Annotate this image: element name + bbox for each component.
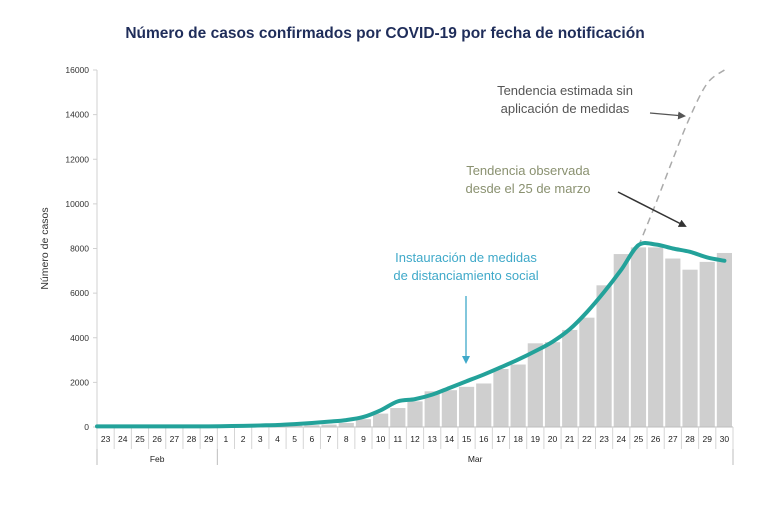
x-tick-label: 14: [445, 434, 455, 444]
x-tick-label: 25: [634, 434, 644, 444]
bar: [544, 342, 561, 427]
estimated-trend-arrow: [649, 111, 686, 120]
bar: [510, 364, 526, 427]
x-tick-label: 29: [204, 434, 214, 444]
x-tick-label: 1: [224, 434, 229, 444]
bar: [355, 419, 372, 427]
annotation-estimated-trend: Tendencia estimada sin aplicación de medi…: [497, 83, 633, 116]
x-tick-label: 24: [617, 434, 627, 444]
y-tick-label: 14000: [65, 110, 89, 120]
x-tick-label: 28: [685, 434, 695, 444]
x-tick-label: 2: [241, 434, 246, 444]
x-tick-label: 3: [258, 434, 263, 444]
x-tick-label: 13: [427, 434, 437, 444]
x-tick-label: 26: [651, 434, 661, 444]
observed-trend-line: [95, 240, 727, 429]
bar: [476, 383, 492, 427]
bar: [338, 422, 354, 427]
x-tick-label: 23: [101, 434, 111, 444]
x-tick-label: 8: [344, 434, 349, 444]
x-tick-label: 19: [531, 434, 541, 444]
month-label: Mar: [468, 454, 483, 464]
bar: [424, 391, 440, 427]
bar: [682, 269, 698, 427]
y-tick-label: 12000: [65, 154, 89, 164]
estimated-trend-line: [637, 69, 725, 247]
y-tick-label: 16000: [65, 65, 89, 75]
bar: [407, 401, 423, 427]
bar: [390, 408, 406, 427]
bar: [373, 413, 389, 427]
y-tick-label: 2000: [70, 377, 89, 387]
bar: [613, 254, 629, 427]
x-tick-label: 5: [292, 434, 297, 444]
bar: [493, 368, 509, 427]
annotation-distancing-measures: Instauración de medidas de distanciamient…: [393, 250, 538, 283]
x-tick-label: 26: [152, 434, 162, 444]
x-tick-label: 27: [668, 434, 678, 444]
y-tick-label: 4000: [70, 333, 89, 343]
x-tick-label: 22: [582, 434, 592, 444]
y-axis-label: Número de casos: [39, 207, 51, 289]
y-tick-label: 10000: [65, 199, 89, 209]
x-tick-label: 29: [702, 434, 712, 444]
x-tick-label: 18: [513, 434, 523, 444]
annotation-observed-trend: Tendencia observada desde el 25 de marzo: [465, 163, 590, 196]
x-tick-label: 30: [720, 434, 730, 444]
bar: [562, 329, 578, 427]
bar: [321, 424, 337, 427]
month-label: Feb: [150, 454, 165, 464]
chart-title: Número de casos confirmados por COVID-19…: [125, 25, 645, 42]
x-tick-label: 21: [565, 434, 575, 444]
bar: [630, 247, 647, 427]
bar: [458, 386, 475, 427]
x-tick-label: 28: [187, 434, 197, 444]
bar: [716, 252, 732, 427]
bar: [596, 285, 612, 427]
x-tick-label: 16: [479, 434, 489, 444]
bar: [304, 425, 320, 427]
observed-trend-arrow: [617, 191, 687, 227]
bar: [441, 390, 457, 427]
bar: [527, 343, 543, 427]
x-tick-label: 25: [135, 434, 145, 444]
x-tick-label: 15: [462, 434, 472, 444]
x-tick-label: 17: [496, 434, 506, 444]
x-tick-label: 4: [275, 434, 280, 444]
bar: [287, 425, 303, 427]
x-tick-label: 7: [327, 434, 332, 444]
x-tick-label: 12: [410, 434, 420, 444]
y-tick-label: 0: [84, 422, 89, 432]
x-tick-label: 27: [170, 434, 180, 444]
bar: [579, 317, 595, 427]
x-tick-label: 20: [548, 434, 558, 444]
x-tick-label: 6: [309, 434, 314, 444]
y-tick-label: 8000: [70, 244, 89, 254]
bar: [648, 247, 664, 427]
x-tick-label: 10: [376, 434, 386, 444]
x-tick-label: 24: [118, 434, 128, 444]
x-tick-label: 9: [361, 434, 366, 444]
x-tick-label: 23: [599, 434, 609, 444]
bar: [699, 261, 715, 427]
x-tick-label: 11: [393, 434, 402, 444]
bar: [665, 258, 681, 427]
y-tick-label: 6000: [70, 288, 89, 298]
